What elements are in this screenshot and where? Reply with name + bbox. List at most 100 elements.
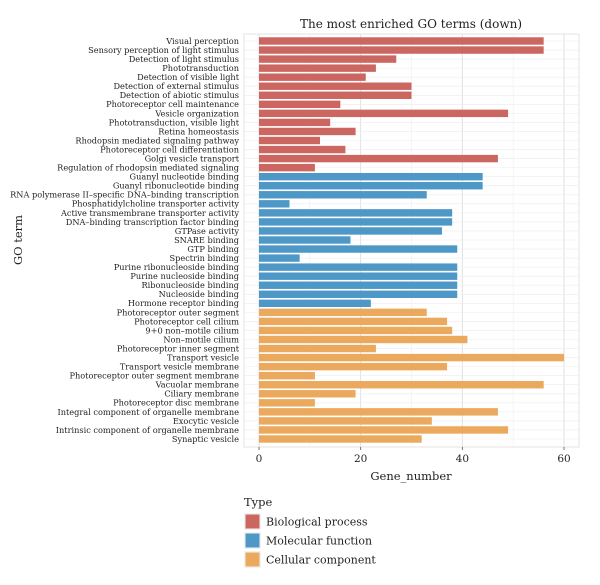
bar (259, 100, 341, 109)
bar (259, 326, 453, 335)
bar (259, 145, 346, 154)
bar (259, 82, 412, 90)
y-tick-label: Guanyl ribonucleotide binding (113, 181, 239, 191)
y-tick-label: Transport vesicle (167, 352, 239, 362)
bar (259, 435, 422, 443)
bar (259, 263, 458, 271)
bars (259, 37, 564, 443)
bar (259, 46, 544, 54)
y-tick-label: Phototransduction (162, 63, 239, 73)
bar (259, 399, 315, 407)
bar (259, 118, 331, 127)
bar (259, 371, 315, 380)
bar (259, 290, 458, 298)
y-tick-label: Active transmembrane transporter activit… (60, 208, 239, 218)
bar (259, 127, 356, 136)
y-tick-label: Ribonucleoside binding (142, 280, 240, 290)
y-tick-label: Nucleoside binding (159, 289, 239, 299)
legend-entry: Biological process (266, 516, 368, 529)
y-tick-label: GTP binding (187, 244, 239, 254)
bar (259, 191, 427, 199)
x-axis-title: Gene_number (370, 469, 452, 483)
y-tick-label: SNARE binding (174, 235, 239, 245)
bar (259, 281, 458, 289)
y-tick-label: Non–motile cilium (163, 334, 239, 344)
y-tick-label: Sensory perception of light stimulus (88, 45, 239, 55)
bar (259, 299, 371, 308)
bar (259, 236, 351, 244)
y-tick-label: Photoreceptor disc membrane (113, 398, 239, 408)
legend-entry: Molecular function (266, 535, 372, 548)
bar (259, 390, 356, 398)
y-tick-label: Detection of abiotic stimulus (120, 90, 239, 100)
y-tick-label: Photoreceptor cell differentiation (100, 144, 240, 154)
y-tick-label: Photoreceptor inner segment (117, 343, 240, 353)
bar (259, 335, 468, 344)
y-tick-label: Integral component of organelle membrane (58, 407, 240, 417)
y-tick-label: Photoreceptor outer segment membrane (69, 371, 239, 381)
bar (259, 200, 290, 208)
bar (259, 64, 376, 72)
bar (259, 91, 412, 99)
bar (259, 426, 509, 434)
y-tick-label: Rhodopsin mediated signaling pathway (75, 135, 239, 145)
y-tick-label: Vesicle organization (154, 108, 239, 118)
bar (259, 55, 397, 63)
bar (259, 362, 448, 371)
y-tick-label: Purine ribonucleoside binding (114, 262, 239, 272)
y-tick-label: Detection of visible light (137, 72, 240, 82)
bar (259, 209, 453, 217)
bar (259, 109, 509, 118)
bar (259, 136, 320, 145)
bar (259, 308, 427, 317)
bar (259, 353, 564, 362)
bar (259, 272, 458, 280)
y-tick-label: Transport vesicle membrane (120, 362, 239, 372)
y-tick-label: Regulation of rhodopsin mediated signali… (57, 163, 239, 173)
bar (259, 182, 483, 190)
bar (259, 227, 442, 235)
bar (259, 254, 300, 262)
y-tick-label: Detection of light stimulus (129, 54, 239, 64)
x-tick-label: 60 (557, 453, 570, 465)
bar (259, 317, 448, 326)
legend-swatch (245, 552, 260, 567)
y-tick-label: GTPase activity (175, 226, 240, 236)
y-axis-title: GO term (11, 215, 25, 265)
y-tick-label: Intrinsic component of organelle membran… (56, 425, 239, 435)
bar (259, 344, 376, 353)
bar (259, 218, 453, 226)
y-tick-label: Photoreceptor cell maintenance (106, 99, 239, 109)
y-tick-label: Phosphatidylcholine transporter activity (72, 199, 240, 209)
y-tick-label: Hormone receptor binding (128, 298, 239, 308)
y-tick-label: Detection of external stimulus (113, 81, 239, 91)
bar (259, 163, 315, 172)
legend-swatch (245, 533, 260, 548)
bar (259, 73, 366, 81)
x-tick-label: 0 (256, 453, 263, 465)
y-tick-label: Photoreceptor cell cilium (134, 316, 239, 326)
y-tick-label: Photoreceptor outer segment (117, 307, 240, 317)
x-tick-labels: 0 20 40 60 (256, 447, 571, 465)
y-tick-label: Spectrin binding (170, 253, 240, 263)
y-tick-label: Guanyl nucleotide binding (130, 172, 239, 182)
chart-title: The most enriched GO terms (down) (300, 17, 522, 31)
bar (259, 172, 483, 181)
y-tick-label: Synaptic vesicle (172, 434, 239, 444)
y-tick-label: Retina homeostasis (158, 126, 239, 136)
legend-title: Type (244, 495, 273, 509)
y-tick-label: Ciliary membrane (164, 389, 239, 399)
bar (259, 381, 544, 389)
bar (259, 154, 498, 163)
legend: Type Biological process Molecular functio… (244, 495, 376, 568)
bar (259, 37, 544, 45)
y-tick-label: Phototransduction, visible light (109, 117, 240, 127)
y-tick-label: Vacuolar membrane (155, 380, 240, 390)
bar (259, 245, 458, 253)
y-tick-label: Exocytic vesicle (173, 416, 239, 426)
y-tick-label: 9+0 non–motile cilium (145, 325, 239, 335)
y-tick-label: Purine nucleoside binding (130, 271, 239, 281)
x-tick-label: 40 (456, 453, 469, 465)
y-tick-label: Visual perception (165, 36, 239, 46)
